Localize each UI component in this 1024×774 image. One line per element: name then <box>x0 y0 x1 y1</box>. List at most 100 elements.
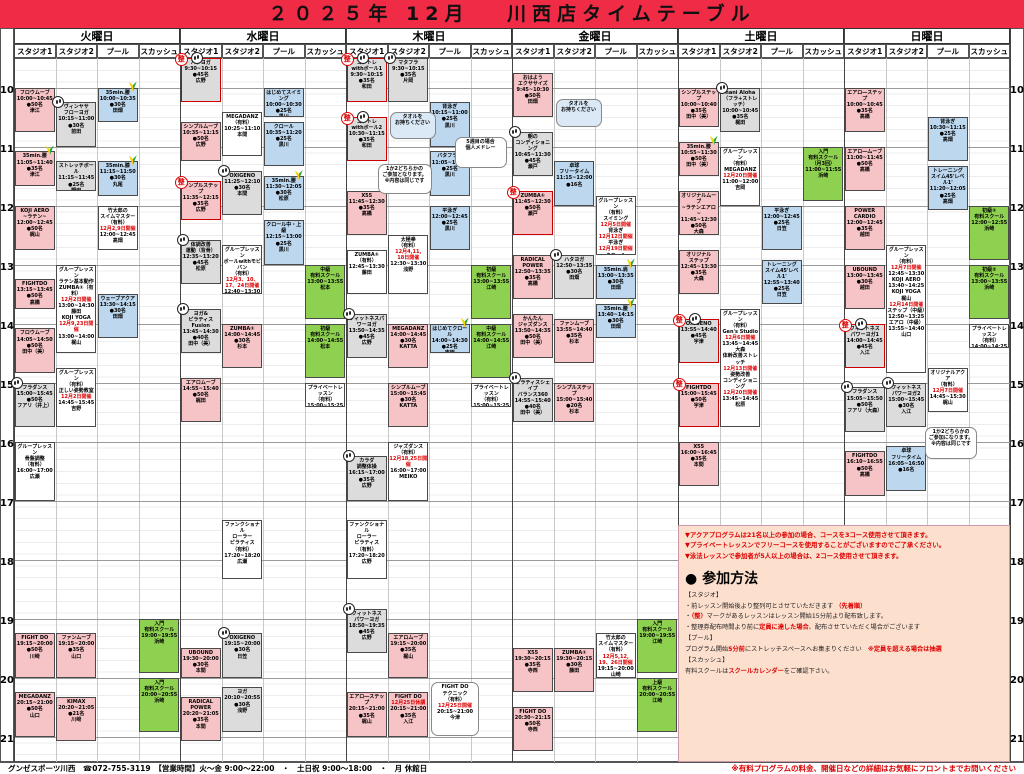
event-text: （有料） <box>315 396 336 403</box>
event-text: ●25名 <box>773 219 790 226</box>
event-text: ラテン基本動作 <box>58 278 94 285</box>
event-text: KATTA <box>399 402 418 409</box>
event-text: ピラティス <box>188 316 214 323</box>
event-text: （有料） <box>232 546 253 553</box>
time-gutter-left <box>0 28 14 762</box>
event-text: お持ちください <box>394 120 430 127</box>
event-text: MEGADANZ <box>18 694 51 701</box>
event-cell: 35min.肩 13:00~13:35 ●30名 田畑 <box>595 264 636 299</box>
event-text: 10:15~11:00 <box>58 116 95 123</box>
event-text: グループレッスン <box>722 310 758 323</box>
event-text: 10:00~10:40 <box>680 101 717 108</box>
event-text: 野田 <box>71 187 82 191</box>
notice-text: マークがあるレッスンはレッスン開始15分前より配布致します。 <box>706 613 888 621</box>
event-text: （有料） <box>107 219 128 226</box>
event-text: 本間 <box>237 132 248 139</box>
event-text: ●50名 <box>690 396 707 403</box>
event-text: ●35名 <box>358 712 375 719</box>
event-text: 本間 <box>237 191 248 198</box>
event-text: エアロ―ムーブ <box>847 148 883 155</box>
event-text: 13:45~14:45 <box>722 396 759 403</box>
event-text: 18日開催 <box>397 255 420 262</box>
event-text: 12月12日開催 <box>598 234 633 241</box>
subcol-header: スタジオ2 <box>553 44 595 58</box>
event-text: フリータイム <box>559 169 590 176</box>
event-text: 広野 <box>195 207 206 214</box>
event-text: ●35名 <box>400 647 417 654</box>
event-text: 江崎 <box>652 638 663 645</box>
event-text: 12月5,12, <box>602 653 629 660</box>
event-text: 背泳ぎ <box>940 119 956 125</box>
event-text: 10:15~11:00 <box>431 110 468 117</box>
notice-text: スクールカレンダー <box>728 667 784 675</box>
event-cell: ZUMBA① （有料） 12:45~13:30 藤田 <box>346 249 387 294</box>
event-cell: 中級 有料スクール 13:00~13:55 松本 <box>305 264 346 319</box>
event-text: スイムマスター <box>598 641 634 648</box>
event-text: ヴィンヤサ <box>63 104 89 111</box>
event-text: 山口 <box>29 712 40 719</box>
event-cell: グループレッスン （有料） スイミング 12月5日開催 背泳ぎ 12月12日開催 平泳ぎ 12… <box>595 195 636 255</box>
event-text: 19:15~20:00 <box>597 665 634 672</box>
event-text: 19:30~20:00 <box>182 656 219 663</box>
notice-warning-line: ▼アクアプログラムは21名以上の参加の場合、コースを3コース使用させて頂きます。 <box>685 531 932 539</box>
event-cell: FIGHTDO 16:10~16:55 ●50名 高橋 <box>844 451 885 496</box>
event-cell: 入門 有料スクール 19:00~19:55 江崎 <box>637 618 678 673</box>
event-text: 19:15~20:00 <box>16 641 53 648</box>
event-cell: MEGADANZ （有料） 10:25~11:10 本間 <box>222 112 263 157</box>
event-text: 運動（背骨） <box>185 248 216 254</box>
event-cell: UBOUND 13:00~13:45 ●30名 越田 <box>844 264 885 309</box>
event-text: ファンクショナル <box>224 522 260 535</box>
footprint-icon <box>550 248 563 261</box>
seiri-ticket-icon: 整 <box>174 53 188 66</box>
event-text: 14:45~15:30 <box>929 394 966 401</box>
notice-text: 【プール】 <box>685 635 716 643</box>
event-text: 浜崎 <box>818 172 829 179</box>
seiri-ticket-icon: 整 <box>672 313 686 327</box>
event-text: ●25名 <box>441 343 458 350</box>
event-text: 宇津 <box>693 402 704 409</box>
event-text: 14:55~15:40 <box>182 385 219 392</box>
event-text: ●25名 <box>939 192 956 199</box>
event-text: かんたん <box>522 315 543 322</box>
event-text: シンプルステップ <box>681 89 717 102</box>
event-text: ●35名 <box>400 72 417 79</box>
event-text: X55 <box>693 443 705 450</box>
event-text: 12:55~13:40 <box>763 279 800 286</box>
event-text: 20:00~20:55 <box>639 691 676 698</box>
event-text: 越田 <box>859 284 870 291</box>
beginner-icon <box>128 155 137 166</box>
time-label-right: 20 <box>1010 674 1024 686</box>
event-text: 20:15~21:00 <box>390 706 427 713</box>
event-text: ●30名 <box>234 701 251 708</box>
subcol-header: プール <box>429 44 471 58</box>
event-text: 丸尾 <box>112 181 123 188</box>
event-text: ●50名 <box>856 465 873 472</box>
event-text: ●50名 <box>856 401 873 408</box>
day-header-1: 火曜日 <box>14 28 180 44</box>
event-text: 13:00~13:55 <box>473 278 510 285</box>
event-cell: はじめてクロール 14:00~14:30 ●25名 吉田 <box>429 323 470 353</box>
event-text: 13:00~13:55 <box>307 278 344 285</box>
event-text: ●50名 <box>524 204 541 211</box>
event-text: 初級① <box>982 207 997 214</box>
event-cell: 入門 有料スクール （月3回） 11:00~11:55 浜崎 <box>803 146 844 201</box>
event-text: 広野 <box>195 142 206 149</box>
event-text: ●35名 <box>358 78 375 85</box>
beginner-icon <box>626 258 635 269</box>
event-text: 田中（美） <box>520 410 546 417</box>
event-text: 藤田 <box>71 309 82 316</box>
event-text: ファンクショナル <box>349 522 385 535</box>
event-cell: 35min.腰 11:05~11:40 ●35名 津江 <box>14 151 55 186</box>
event-cell: 35min.膝 11:15~11:50 ●30名 丸尾 <box>97 161 138 196</box>
subcol-divider <box>263 58 264 762</box>
footprint-icon <box>854 317 867 330</box>
event-text: 14:00~14:55 <box>307 337 344 344</box>
event-text: タオルを <box>568 101 589 108</box>
event-cell: エアロ―ステップ 10:00~10:45 ●35名 高橋 <box>844 87 885 132</box>
event-text: 田中（美） <box>22 348 48 355</box>
event-text: おはよう <box>522 74 543 81</box>
event-text: 江崎 <box>486 284 497 291</box>
event-cell: ハタヨガ 9:30~10:15 ●45名 広野 <box>180 58 221 103</box>
event-text: （有料） <box>605 209 626 216</box>
